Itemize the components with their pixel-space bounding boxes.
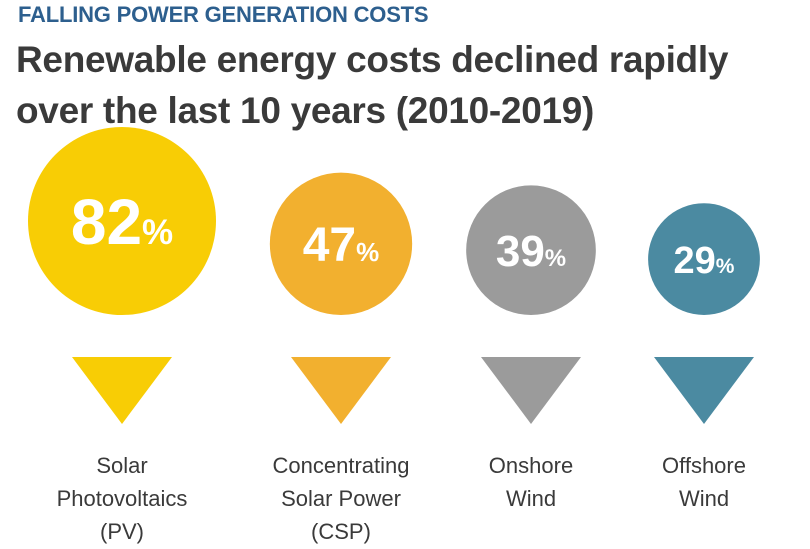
pointer-triangle-1	[291, 357, 391, 424]
pointer-triangle-2	[481, 357, 581, 424]
category-label-line: Solar	[96, 453, 148, 478]
category-label-0: Solar Photovoltaics (PV)	[22, 449, 222, 548]
page-title: Renewable energy costs declined rapidly …	[16, 34, 796, 136]
category-label-line: (CSP)	[311, 519, 371, 544]
bubble-1	[269, 172, 413, 315]
category-label-2: Onshore Wind	[431, 449, 631, 515]
category-label-line: (PV)	[100, 519, 144, 544]
category-label-line: Wind	[678, 486, 730, 511]
category-label-line: Concentrating	[272, 453, 410, 478]
value-label-3: 29%	[674, 240, 735, 282]
kicker-heading: FALLING POWER GENERATION COSTS	[18, 2, 429, 27]
category-label-line: Offshore	[662, 453, 746, 478]
value-label-1: 47%	[303, 219, 380, 272]
pointer-triangle-0	[72, 357, 172, 424]
category-label-1: Concentrating Solar Power (CSP)	[241, 449, 441, 548]
title-line-1: Renewable energy costs declined rapidly	[16, 39, 729, 80]
category-label-line: Wind	[505, 486, 557, 511]
value-label-2: 39%	[496, 227, 566, 276]
category-label-3: Offshore Wind	[604, 449, 804, 515]
title-line-2: over the last 10 years (2010-2019)	[16, 90, 595, 131]
category-label-line: Solar Power	[281, 486, 401, 511]
pointer-triangle-3	[654, 357, 754, 424]
category-label-line: Photovoltaics	[56, 486, 188, 511]
bubble-0	[28, 127, 216, 315]
bubble-3	[648, 203, 760, 315]
bubble-2	[466, 185, 596, 315]
category-label-line: Onshore	[488, 453, 574, 478]
value-label-0: 82%	[71, 186, 173, 258]
